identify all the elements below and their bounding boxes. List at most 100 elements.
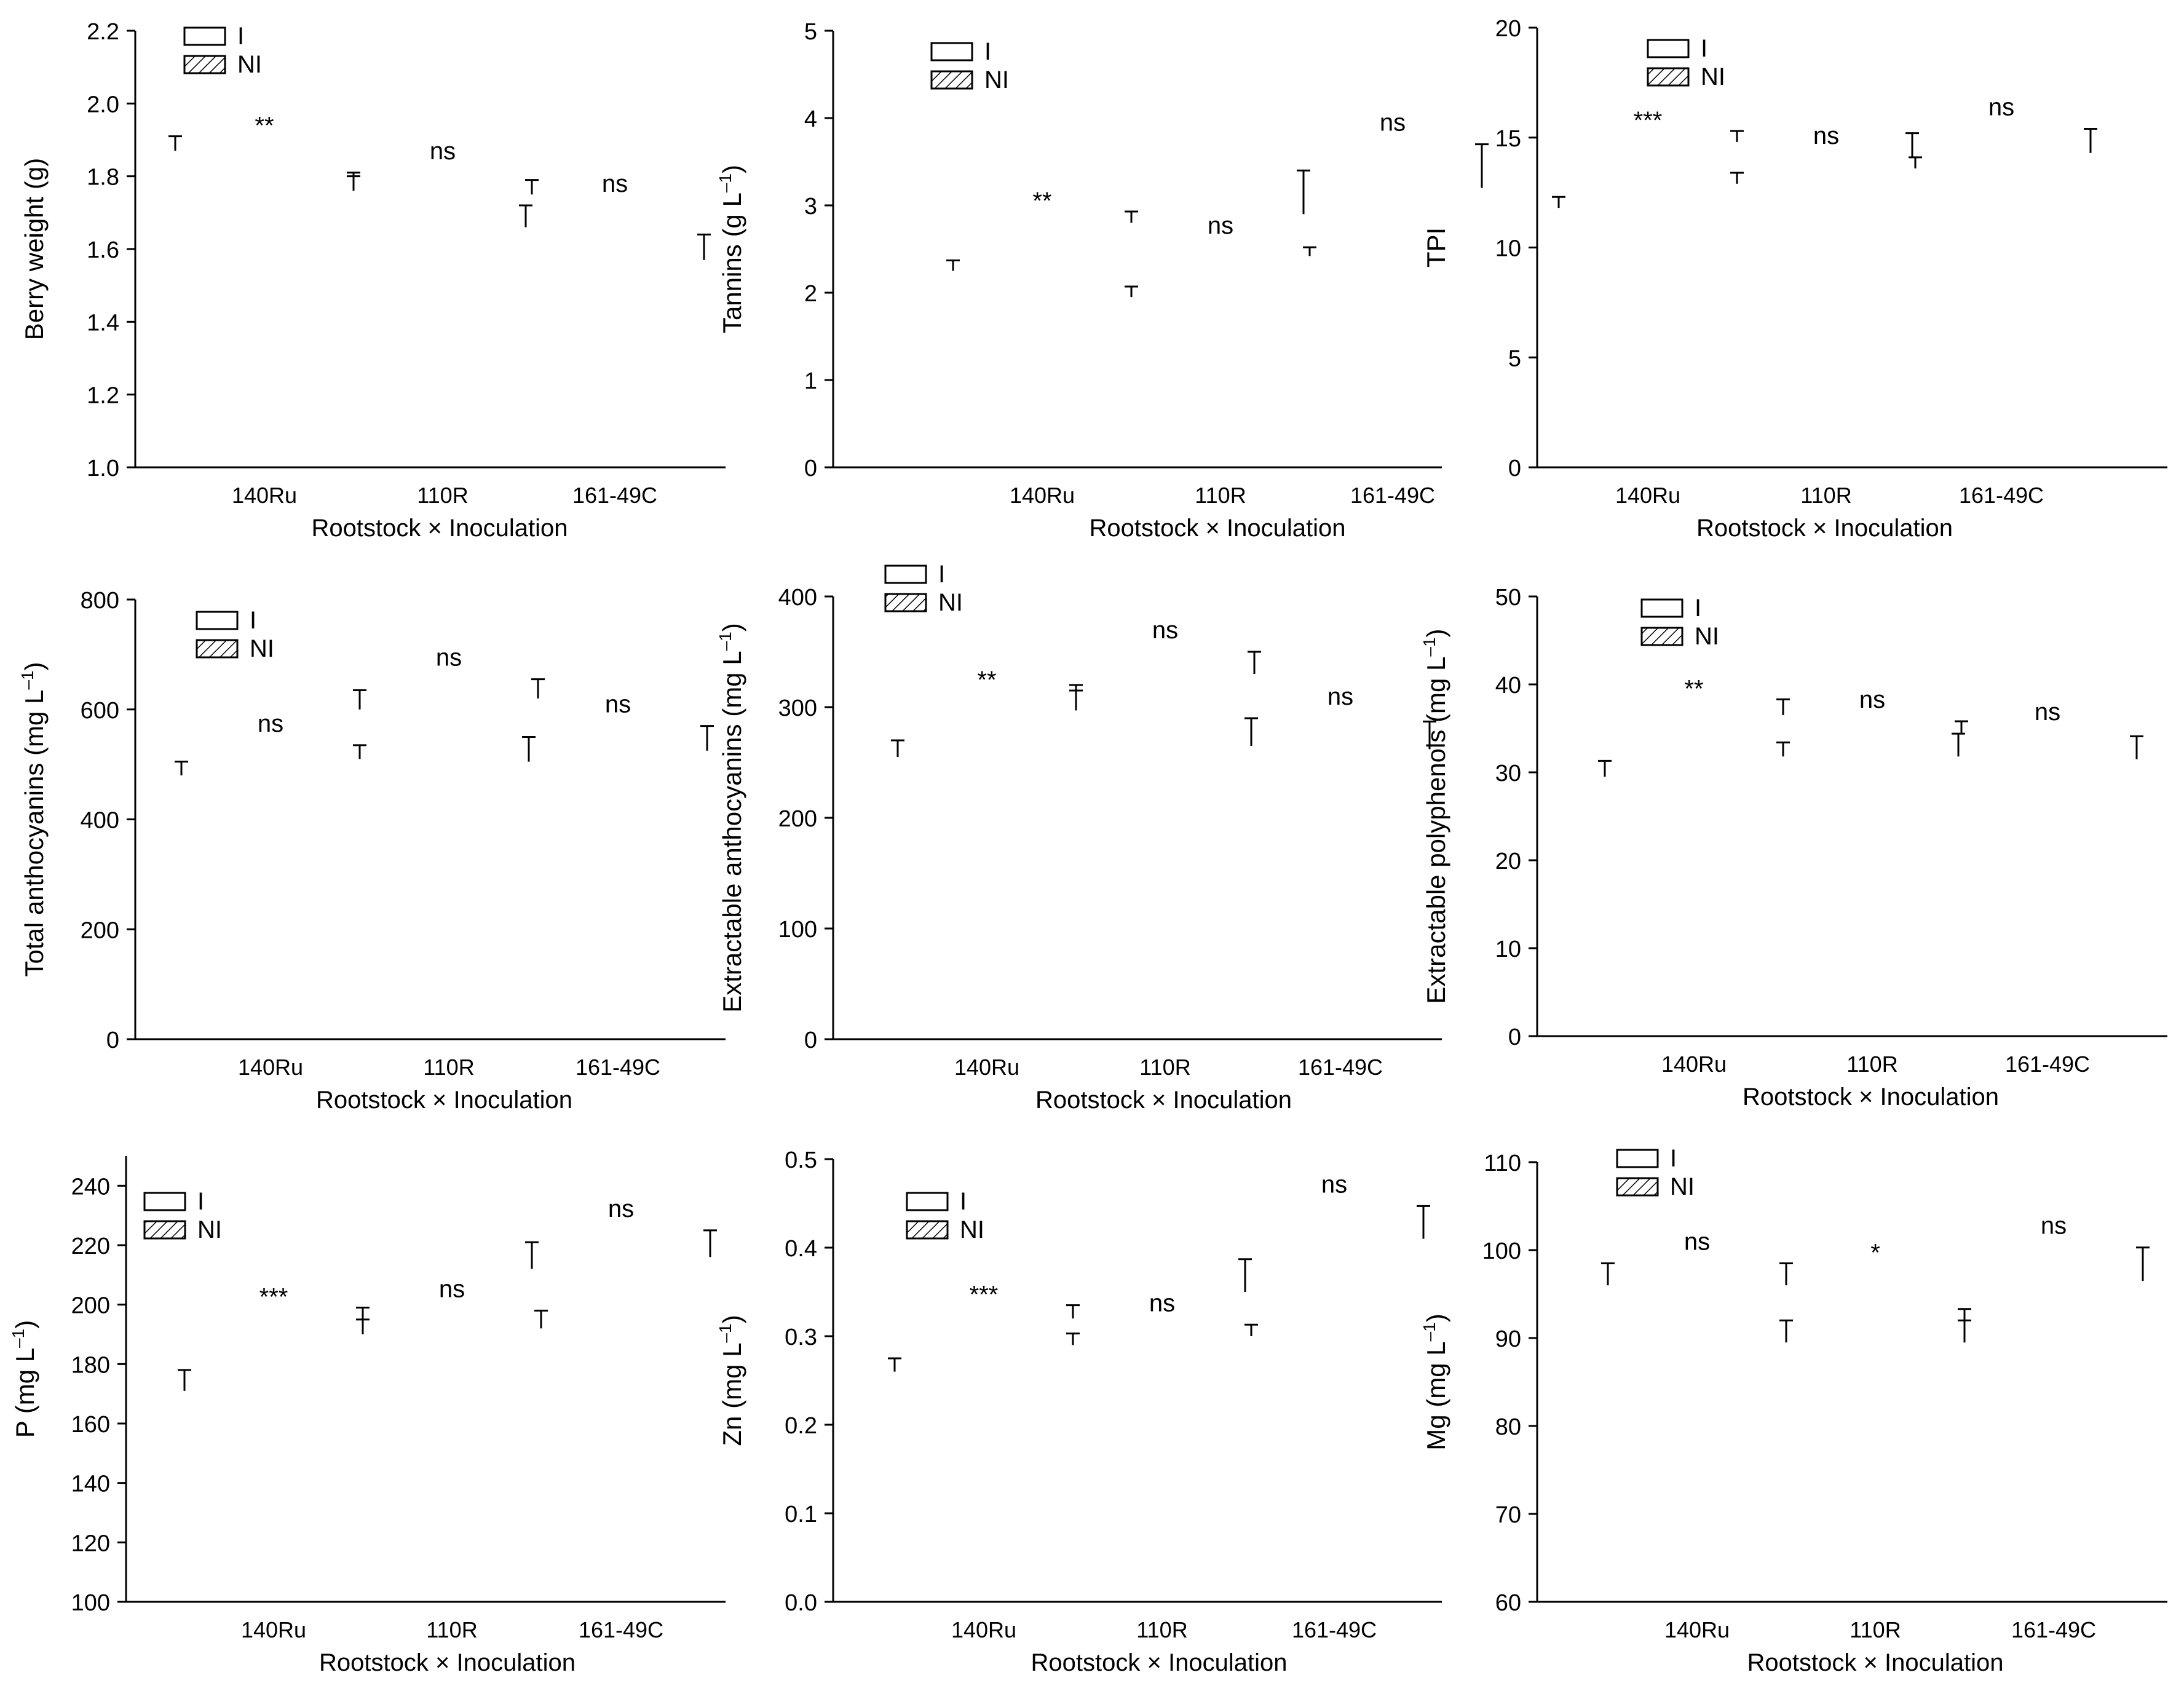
zn-legend-swatch-ni xyxy=(906,1220,949,1240)
extractable-anthocyanins-y-tick-label: 0 xyxy=(804,1028,817,1053)
zn-significance-110R: ns xyxy=(1149,1289,1175,1317)
berry-weight-y-tick-label: 1.4 xyxy=(87,310,119,336)
total-anthocyanins-y-tick-label: 200 xyxy=(81,917,119,943)
extractable-anthocyanins-legend-swatch-ni xyxy=(884,593,927,612)
total-anthocyanins-y-tick-label: 600 xyxy=(81,698,119,724)
tpi-y-axis-label: TPI xyxy=(1422,228,1450,267)
p-legend-swatch-ni xyxy=(143,1220,186,1240)
zn-y-tick-label: 0.5 xyxy=(785,1147,817,1173)
zn-legend-label-ni: NI xyxy=(960,1216,984,1243)
total-anthocyanins-y-tick-label: 0 xyxy=(106,1028,119,1053)
p-y-tick-label: 220 xyxy=(71,1234,110,1259)
berry-weight-y-tick-label: 1.8 xyxy=(87,165,119,191)
berry-weight-y-tick-label: 1.0 xyxy=(87,456,119,481)
tannins-y-tick-label: 0 xyxy=(804,456,817,481)
tannins-significance-110R: ns xyxy=(1208,212,1233,239)
mg-legend-label-i: I xyxy=(1670,1145,1677,1172)
total-anthocyanins-legend-swatch-i xyxy=(196,611,239,630)
extractable-polyphenols-y-tick-label: 20 xyxy=(1495,849,1521,874)
extractable-polyphenols-x-axis-label: Rootstock × Inoculation xyxy=(1743,1083,1999,1111)
berry-weight-y-tick-label: 2.0 xyxy=(87,92,119,117)
chart-tannins: 0 1 2 3 4 5 Tannins (g L–1) 140Ru 110R 161-49CRoo… xyxy=(716,19,1489,542)
mg-legend-swatch-ni xyxy=(1616,1177,1659,1197)
extractable-polyphenols-legend-swatch-ni xyxy=(1640,627,1684,646)
mg-significance-110R: * xyxy=(1870,1239,1880,1266)
mg-legend-label-ni: NI xyxy=(1670,1173,1695,1200)
total-anthocyanins-y-axis-label: Total anthocyanins (mg L–1) xyxy=(18,662,49,976)
tannins-y-tick-label: 2 xyxy=(804,281,817,307)
mg-category-label-110R: 110R xyxy=(1850,1617,1901,1642)
tannins-legend-label-i: I xyxy=(984,38,991,65)
tannins-y-tick-label: 5 xyxy=(804,19,817,45)
p-legend-label-ni: NI xyxy=(197,1216,222,1243)
p-category-label-110R: 110R xyxy=(426,1617,477,1642)
mg-x-axis-label: Rootstock × Inoculation xyxy=(1747,1649,2004,1676)
extractable-anthocyanins-x-axis-label: Rootstock × Inoculation xyxy=(1035,1087,1292,1114)
berry-weight-y-tick-label: 1.6 xyxy=(87,237,119,263)
berry-weight-y-axis-label: Berry weight (g) xyxy=(20,158,49,340)
p-y-tick-label: 180 xyxy=(71,1352,110,1378)
mg-y-tick-label: 90 xyxy=(1495,1326,1521,1352)
chart-berry-weight: 1.0 1.2 1.4 1.6 1.8 2.0 2.2 Berry weight (g) 140… xyxy=(20,19,726,542)
extractable-anthocyanins-category-label-140Ru: 140Ru xyxy=(954,1055,1019,1080)
zn-category-label-161-49C: 161-49C xyxy=(1292,1617,1377,1642)
mg-y-tick-label: 80 xyxy=(1495,1414,1521,1440)
tpi-category-label-110R: 110R xyxy=(1800,483,1851,508)
extractable-polyphenols-y-axis-label: Extractable polyphenols (mg L–1) xyxy=(1420,628,1450,1004)
tannins-y-axis-label: Tannins (g L–1) xyxy=(716,165,746,333)
p-significance-161-49C: ns xyxy=(608,1195,634,1222)
extractable-polyphenols-category-label-161-49C: 161-49C xyxy=(2005,1051,2090,1077)
mg-significance-140Ru: ns xyxy=(1684,1228,1710,1255)
tpi-legend-swatch-i xyxy=(1647,39,1690,58)
berry-weight-significance-161-49C: ns xyxy=(602,170,628,197)
berry-weight-significance-110R: ns xyxy=(430,138,456,165)
berry-weight-x-axis-label: Rootstock × Inoculation xyxy=(312,515,568,542)
berry-weight-legend-label-ni: NI xyxy=(237,51,262,78)
mg-y-tick-label: 110 xyxy=(1484,1150,1521,1176)
zn-x-axis-label: Rootstock × Inoculation xyxy=(1031,1649,1288,1676)
total-anthocyanins-y-tick-label: 800 xyxy=(81,588,119,614)
tpi-x-axis-label: Rootstock × Inoculation xyxy=(1696,515,1953,542)
tannins-y-tick-label: 3 xyxy=(804,194,817,220)
extractable-anthocyanins-category-label-161-49C: 161-49C xyxy=(1298,1055,1383,1080)
zn-category-label-110R: 110R xyxy=(1136,1617,1187,1642)
total-anthocyanins-category-label-110R: 110R xyxy=(423,1055,474,1080)
berry-weight-category-label-110R: 110R xyxy=(417,483,468,508)
chart-total-anthocyanins: 0 200 400 600 800 Total anthocyanins (mg L–1)… xyxy=(18,588,726,1114)
tannins-legend-swatch-i xyxy=(930,42,973,61)
extractable-anthocyanins-y-tick-label: 200 xyxy=(778,806,817,832)
extractable-polyphenols-y-tick-label: 30 xyxy=(1495,761,1521,786)
p-y-tick-label: 160 xyxy=(71,1412,110,1438)
p-y-tick-label: 100 xyxy=(71,1590,110,1616)
extractable-polyphenols-category-label-110R: 110R xyxy=(1846,1051,1897,1077)
mg-y-tick-label: 100 xyxy=(1482,1238,1521,1264)
tannins-y-tick-label: 4 xyxy=(804,106,817,132)
zn-legend-label-i: I xyxy=(960,1188,967,1215)
mg-legend-swatch-i xyxy=(1616,1149,1659,1168)
extractable-anthocyanins-y-tick-label: 100 xyxy=(778,917,817,943)
tpi-y-tick-label: 10 xyxy=(1495,236,1521,262)
berry-weight-category-label-161-49C: 161-49C xyxy=(572,483,657,508)
extractable-polyphenols-significance-161-49C: ns xyxy=(2035,699,2060,726)
zn-y-tick-label: 0.2 xyxy=(785,1413,817,1439)
extractable-polyphenols-legend-label-ni: NI xyxy=(1695,623,1719,650)
extractable-polyphenols-category-label-140Ru: 140Ru xyxy=(1661,1051,1727,1077)
tpi-legend-label-ni: NI xyxy=(1701,63,1725,90)
tannins-legend-swatch-ni xyxy=(930,70,973,90)
zn-y-tick-label: 0.0 xyxy=(785,1590,817,1616)
extractable-polyphenols-y-tick-label: 10 xyxy=(1495,937,1521,962)
chart-extractable-anthocyanins: 0 100 200 300 400 Extractable anthocyanins (m… xyxy=(716,561,1442,1114)
mg-significance-161-49C: ns xyxy=(2041,1213,2067,1240)
tannins-category-label-110R: 110R xyxy=(1195,483,1246,508)
extractable-anthocyanins-category-label-110R: 110R xyxy=(1139,1055,1190,1080)
p-y-tick-label: 200 xyxy=(71,1293,110,1319)
total-anthocyanins-x-axis-label: Rootstock × Inoculation xyxy=(316,1087,572,1114)
berry-weight-legend-label-i: I xyxy=(237,23,244,50)
tannins-y-tick-label: 1 xyxy=(804,368,817,394)
p-y-tick-label: 120 xyxy=(71,1531,110,1556)
